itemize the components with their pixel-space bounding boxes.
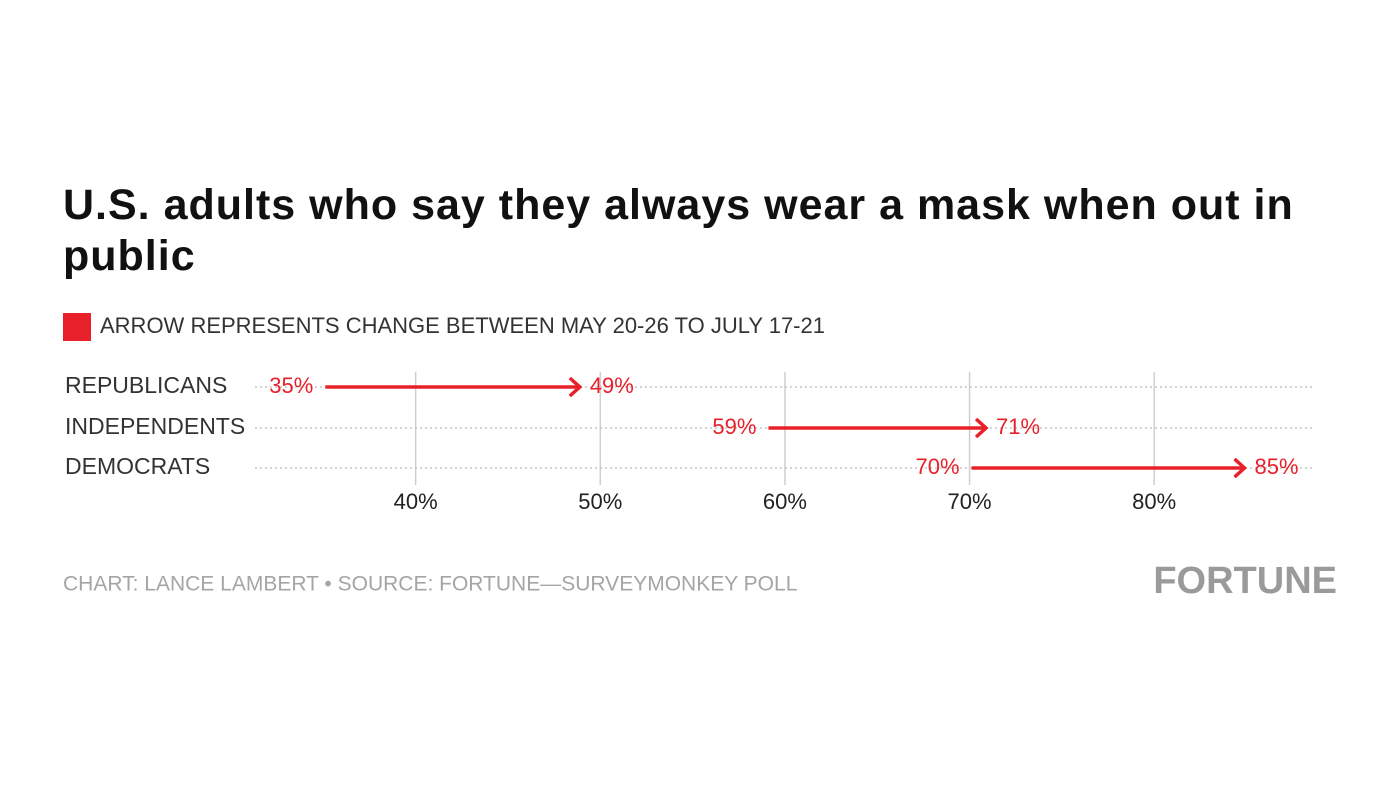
x-tick-label: 80%: [1132, 489, 1176, 514]
chart-title: U.S. adults who say they always wear a m…: [63, 181, 1294, 280]
x-tick-label: 40%: [394, 489, 438, 514]
x-tick-label: 70%: [948, 489, 992, 514]
value-label: 71%: [996, 414, 1040, 439]
category-label: INDEPENDENTS: [65, 413, 245, 439]
category-label: DEMOCRATS: [65, 453, 210, 479]
value-label: 59%: [712, 414, 756, 439]
source: CHART: LANCE LAMBERT • SOURCE: FORTUNE—S…: [63, 573, 797, 596]
category-label: REPUBLICANS: [65, 372, 227, 398]
value-label: 49%: [590, 373, 634, 398]
value-label: 70%: [916, 454, 960, 479]
value-label: 85%: [1255, 454, 1299, 479]
brand: FORTUNE: [1153, 560, 1337, 602]
arrow-head: [1233, 457, 1248, 479]
legend-swatch: [63, 313, 91, 341]
x-tick-label: 50%: [578, 489, 622, 514]
x-tick-label: 60%: [763, 489, 807, 514]
value-label: 35%: [269, 373, 313, 398]
arrow-head: [974, 417, 989, 439]
arrow-head: [568, 376, 583, 398]
legend-text: ARROW REPRESENTS CHANGE BETWEEN MAY 20-2…: [100, 313, 825, 338]
